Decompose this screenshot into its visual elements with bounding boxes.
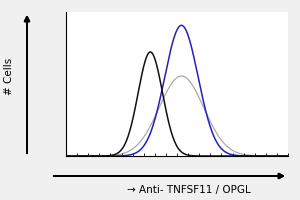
Text: # Cells: # Cells [4, 57, 14, 95]
Text: → Anti- TNFSF11 / OPGL: → Anti- TNFSF11 / OPGL [127, 185, 251, 195]
